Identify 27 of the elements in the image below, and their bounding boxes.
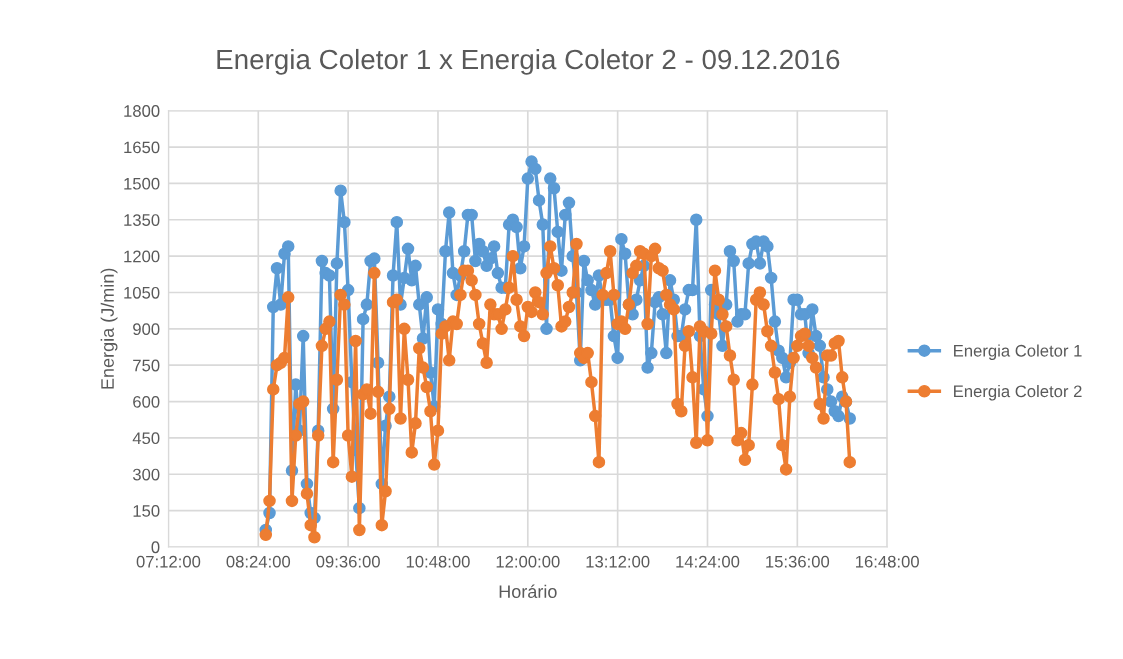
x-tick-label: 09:36:00 (316, 555, 380, 568)
x-tick-label: 12:00:00 (496, 555, 560, 568)
x-tick-label: 15:36:00 (766, 555, 830, 568)
legend-label: Energia Coletor 1 (954, 344, 1082, 360)
y-tick-label: 450 (132, 432, 160, 445)
y-tick-label: 0 (151, 541, 160, 554)
y-tick-label: 1200 (124, 250, 160, 263)
legend-label: Energia Coletor 2 (954, 384, 1082, 401)
chart-title: Energia Coletor 1 x Energia Coletor 2 - 09.12.2016 (217, 48, 840, 75)
x-tick-label: 10:48:00 (406, 555, 470, 568)
x-tick-label: 08:24:00 (226, 555, 291, 568)
x-tick-label: 07:12:00 (136, 555, 201, 568)
y-tick-label: 1500 (124, 177, 160, 190)
x-tick-label: 14:24:00 (676, 555, 740, 568)
y-tick-label: 750 (133, 359, 160, 372)
y-axis-title: Energia (J/min) (100, 268, 118, 389)
y-tick-label: 150 (133, 505, 160, 517)
y-tick-label: 300 (132, 468, 160, 481)
x-tick-label: 16:48:00 (856, 555, 919, 568)
y-tick-label: 1800 (124, 105, 160, 117)
x-tick-label: 13:12:00 (586, 555, 650, 568)
x-axis-title: Horário (499, 584, 557, 598)
y-tick-label: 1350 (124, 214, 160, 226)
y-tick-label: 1650 (124, 141, 160, 154)
y-tick-label: 900 (133, 323, 160, 336)
y-tick-label: 600 (133, 395, 160, 408)
y-tick-label: 1050 (124, 286, 160, 299)
